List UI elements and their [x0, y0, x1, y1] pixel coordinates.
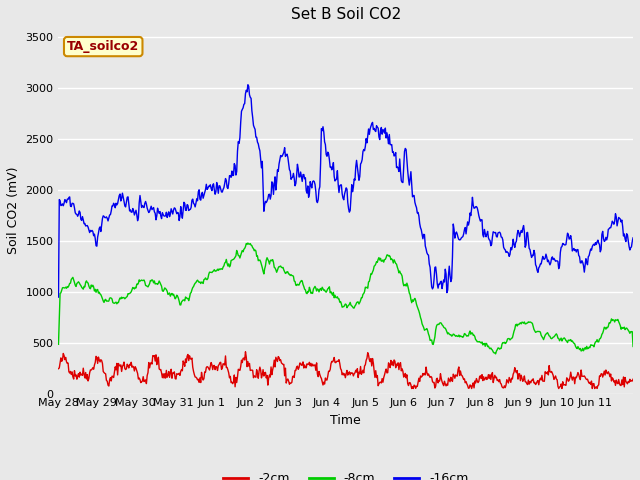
- Text: TA_soilco2: TA_soilco2: [67, 40, 140, 53]
- Title: Set B Soil CO2: Set B Soil CO2: [291, 7, 401, 22]
- X-axis label: Time: Time: [330, 414, 361, 427]
- Y-axis label: Soil CO2 (mV): Soil CO2 (mV): [7, 167, 20, 254]
- Legend: -2cm, -8cm, -16cm: -2cm, -8cm, -16cm: [218, 467, 473, 480]
